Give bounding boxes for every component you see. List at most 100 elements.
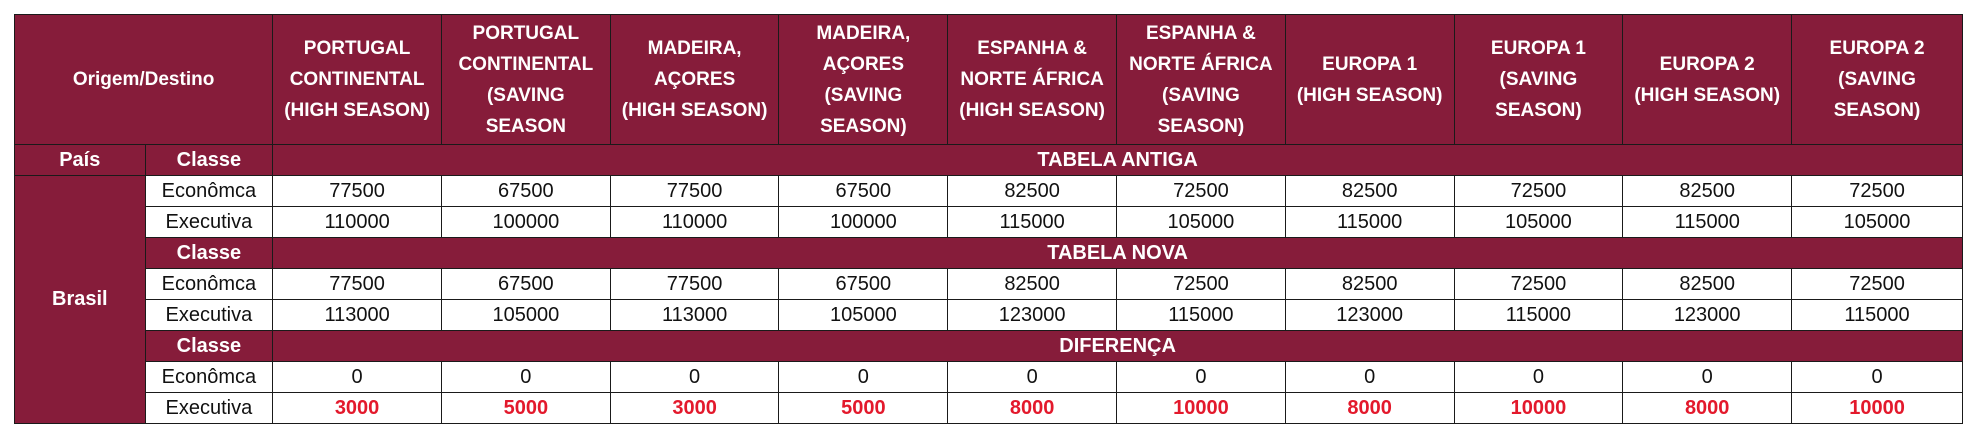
destination-header: PORTUGAL CONTINENTAL (SAVING SEASON <box>440 14 611 145</box>
destination-header-line: (SAVING <box>1499 69 1578 90</box>
destination-header-line: PORTUGAL <box>472 22 580 44</box>
classe-header: Classe <box>144 330 274 362</box>
destination-header-line: ESPANHA & <box>977 38 1088 59</box>
value-cell: 123000 <box>1284 299 1455 331</box>
table-row: Executiva 113000 105000 113000 105000 123000 1… <box>15 299 1963 331</box>
value-cell: 77500 <box>609 268 780 300</box>
classe-cell: Econômca <box>144 361 274 393</box>
table-row: Econômca 77500 67500 77500 67500 82500 72500 82… <box>15 268 1963 300</box>
value-cell: 82500 <box>1622 175 1793 207</box>
value-cell: 3000 <box>609 392 780 424</box>
destination-header-line: SEASON) <box>1495 100 1582 121</box>
destination-header-line: CONTINENTAL <box>289 69 425 90</box>
value-cell: 5000 <box>440 392 611 424</box>
destination-header-line: EUROPA 1 <box>1490 38 1586 59</box>
value-cell: 123000 <box>947 299 1118 331</box>
destination-header-line: MADEIRA, <box>647 38 742 59</box>
value-cell: 67500 <box>440 268 611 300</box>
destination-header-line: AÇORES <box>822 53 905 75</box>
destination-header-line: EUROPA 1 <box>1322 53 1418 75</box>
value-cell: 8000 <box>947 392 1118 424</box>
value-cell: 113000 <box>609 299 780 331</box>
value-cell: 82500 <box>1284 268 1455 300</box>
classe-header: Classe <box>144 144 274 176</box>
value-cell: 110000 <box>609 206 780 238</box>
destination-header: MADEIRA, AÇORES (SAVING SEASON) <box>778 14 949 145</box>
destination-header-line: SEASON) <box>1833 100 1921 121</box>
value-cell: 115000 <box>947 206 1118 238</box>
value-cell: 10000 <box>1116 392 1286 424</box>
table-row: Econômca 0 0 0 0 0 0 0 0 0 0 <box>15 361 1963 393</box>
value-cell: 82500 <box>1284 175 1455 207</box>
value-cell: 115000 <box>1791 299 1963 331</box>
value-cell: 105000 <box>1116 206 1286 238</box>
destination-header: EUROPA 1 (SAVING SEASON) <box>1453 14 1624 145</box>
value-cell: 67500 <box>778 268 949 300</box>
destination-header: EUROPA 1 (HIGH SEASON) <box>1284 14 1455 145</box>
origin-destination-header: Origem/Destino <box>13 14 274 145</box>
value-cell: 67500 <box>440 175 611 207</box>
value-cell: 72500 <box>1453 268 1624 300</box>
value-cell: 0 <box>1791 361 1963 393</box>
value-cell: 105000 <box>1791 206 1963 238</box>
destination-header-line: (HIGH SEASON) <box>621 100 768 121</box>
destination-header-line: SEASON) <box>1157 115 1245 137</box>
destination-header-line: EUROPA 2 <box>1829 38 1925 59</box>
price-comparison-table: Origem/Destino PORTUGAL CONTINENTAL (HIGH … <box>13 14 1963 424</box>
value-cell: 8000 <box>1622 392 1793 424</box>
classe-cell: Econômca <box>144 268 274 300</box>
table-row: Brasil Econômca 77500 67500 77500 67500 82500 7… <box>14 175 1963 424</box>
value-cell: 0 <box>440 361 611 393</box>
destination-header-line: AÇORES <box>653 69 736 90</box>
value-cell: 0 <box>1453 361 1624 393</box>
destination-header-line: SEASON) <box>820 115 907 137</box>
value-cell: 82500 <box>947 268 1118 300</box>
destination-header-line: (SAVING <box>1162 84 1240 106</box>
table-row: Executiva 3000 5000 3000 5000 8000 10000 8000 10… <box>15 392 1963 424</box>
classe-cell: Executiva <box>144 299 274 331</box>
value-cell: 0 <box>778 361 949 393</box>
value-cell: 100000 <box>440 206 611 238</box>
value-cell: 0 <box>272 361 442 393</box>
destination-header-line: (SAVING <box>824 84 903 106</box>
value-cell: 82500 <box>947 175 1118 207</box>
value-cell: 0 <box>1622 361 1793 393</box>
value-cell: 115000 <box>1284 206 1455 238</box>
value-cell: 72500 <box>1791 268 1963 300</box>
classe-cell: Econômca <box>144 175 274 207</box>
value-cell: 67500 <box>778 175 949 207</box>
section-title: DIFERENÇA <box>272 330 1963 362</box>
destination-header: EUROPA 2 (SAVING SEASON) <box>1791 14 1963 145</box>
value-cell: 105000 <box>778 299 949 331</box>
value-cell: 115000 <box>1116 299 1286 331</box>
value-cell: 72500 <box>1791 175 1963 207</box>
value-cell: 5000 <box>778 392 949 424</box>
value-cell: 77500 <box>272 268 442 300</box>
destination-header-line: (HIGH SEASON) <box>1634 84 1781 106</box>
destination-header: ESPANHA & NORTE ÁFRICA (HIGH SEASON) <box>947 14 1118 145</box>
destination-header-line: (SAVING <box>486 84 565 106</box>
destination-header: ESPANHA & NORTE ÁFRICA (SAVING SEASON) <box>1116 14 1286 145</box>
section-header-row: Classe DIFERENÇA <box>15 330 1963 362</box>
value-cell: 8000 <box>1284 392 1455 424</box>
value-cell: 115000 <box>1622 206 1793 238</box>
value-cell: 105000 <box>1453 206 1624 238</box>
value-cell: 10000 <box>1453 392 1624 424</box>
destination-header-line: PORTUGAL <box>303 38 411 59</box>
value-cell: 110000 <box>272 206 442 238</box>
section-header-row: Classe TABELA NOVA <box>15 237 1963 269</box>
destination-header-line: (HIGH SEASON) <box>1296 84 1443 106</box>
classe-header: Classe <box>144 237 274 269</box>
destination-header-line: NORTE ÁFRICA <box>960 69 1104 90</box>
destination-header-line: (SAVING <box>1838 69 1916 90</box>
value-cell: 72500 <box>1116 268 1286 300</box>
value-cell: 0 <box>1116 361 1286 393</box>
pais-header: País <box>14 144 146 176</box>
destination-header-line: (HIGH SEASON) <box>959 100 1105 121</box>
value-cell: 115000 <box>1453 299 1624 331</box>
country-cell: Brasil <box>14 175 146 424</box>
classe-cell: Executiva <box>144 392 274 424</box>
value-cell: 0 <box>609 361 780 393</box>
value-cell: 0 <box>947 361 1118 393</box>
destination-header-line: MADEIRA, <box>816 22 911 44</box>
